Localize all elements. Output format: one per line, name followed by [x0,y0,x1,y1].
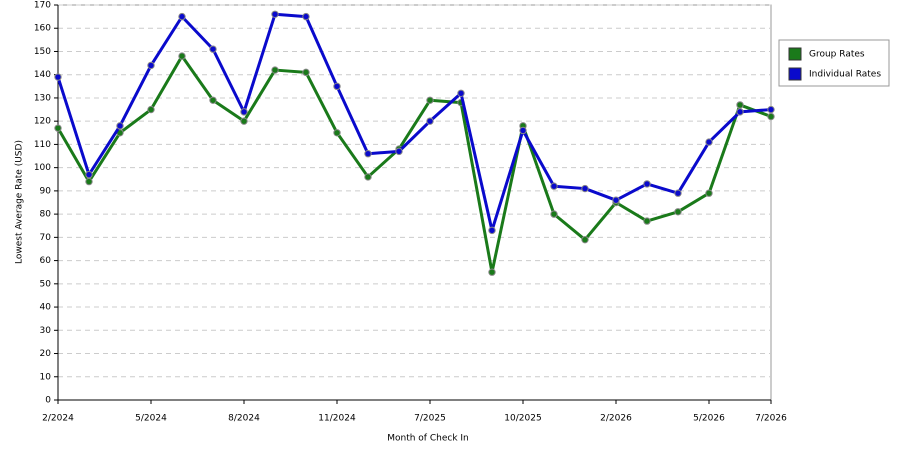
x-tick-label: 11/2024 [318,414,356,424]
data-point [705,189,713,197]
y-tick-label: 10 [40,372,52,382]
data-point [209,96,217,104]
x-tick-label: 7/2026 [755,414,787,424]
y-tick-label: 100 [34,163,51,173]
data-point [240,108,248,116]
x-tick-label: 5/2026 [693,414,725,424]
data-point [674,189,682,197]
y-tick-label: 80 [40,210,52,220]
x-axis-label: Month of Check In [387,434,469,444]
y-tick-label: 160 [34,24,51,34]
y-tick-label: 120 [34,117,51,127]
data-point [54,73,62,81]
legend-swatch [788,47,802,61]
y-tick-label: 90 [40,186,52,196]
data-point [333,129,341,137]
series-line [56,12,772,232]
x-tick-label: 2/2026 [600,414,632,424]
x-tick-label: 2/2024 [42,414,74,424]
legend-swatch [788,67,802,81]
data-point [364,150,372,158]
y-tick-label: 40 [40,303,52,313]
data-point [550,210,558,218]
data-point [302,68,310,77]
data-point [54,124,62,132]
data-point [581,184,589,193]
y-tick-label: 0 [45,396,51,406]
y-tick-label: 70 [40,233,52,243]
y-tick-label: 170 [34,1,51,11]
y-tick-label: 30 [40,326,52,336]
data-point [705,138,713,146]
data-point [240,117,248,125]
plot-area [57,4,772,401]
data-point [271,66,279,74]
y-tick-label: 110 [34,140,51,150]
y-tick-label: 20 [40,349,52,359]
x-tick-label: 8/2024 [228,414,260,424]
data-point [519,126,527,135]
data-point [209,45,217,53]
data-point [85,177,93,186]
data-point [178,12,186,21]
data-point [364,173,372,181]
y-tick-label: 140 [34,70,51,80]
data-point [457,89,465,97]
data-point [488,268,496,276]
data-point [426,96,434,104]
data-point [488,226,496,235]
y-tick-label: 60 [40,256,52,266]
data-point [333,82,341,91]
y-axis-label: Lowest Average Rate (USD) [15,140,25,264]
data-point [674,208,682,216]
data-point [643,180,651,188]
data-point [271,10,279,18]
data-point [767,112,775,121]
y-tick-label: 130 [34,93,51,103]
data-point [147,105,155,114]
data-point [767,105,775,114]
data-point [736,101,744,109]
series-line [56,54,772,274]
data-point [643,217,651,225]
data-point [147,61,155,70]
y-tick-label: 50 [40,279,52,289]
data-point [736,108,744,116]
data-point [426,117,434,125]
data-point [85,170,93,179]
data-point [395,147,403,156]
legend-label: Individual Rates [809,70,881,80]
x-tick-label: 7/2025 [414,414,446,424]
data-point [581,235,589,244]
data-point [612,196,620,204]
data-point [550,182,558,190]
x-tick-label: 5/2024 [135,414,167,424]
data-point [178,52,186,60]
legend-label: Group Rates [809,50,865,60]
data-point [116,122,124,130]
y-tick-label: 150 [34,47,51,57]
data-point [302,12,310,21]
x-tick-label: 10/2025 [504,414,541,424]
